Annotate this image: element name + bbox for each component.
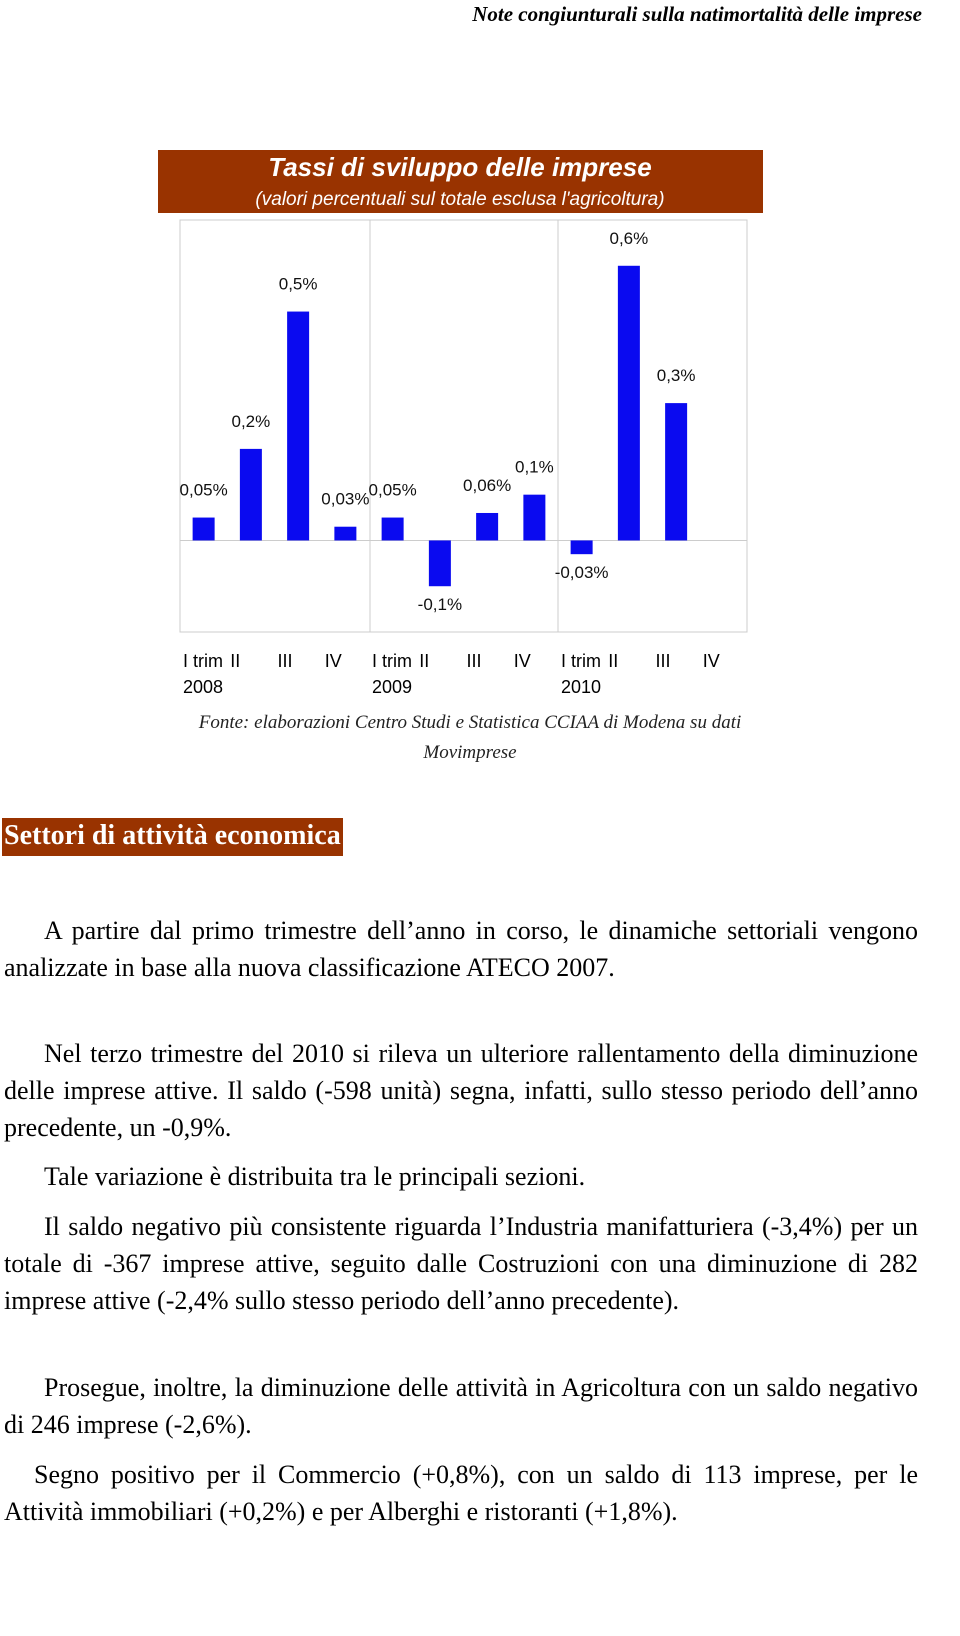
value-label: 0,06% xyxy=(463,476,511,495)
value-label: 0,1% xyxy=(515,458,554,477)
value-label: 0,5% xyxy=(279,275,318,294)
x-tick-label: II xyxy=(230,651,241,671)
bar xyxy=(428,540,451,587)
chart-title: Tassi di sviluppo delle imprese xyxy=(268,152,651,182)
x-tick-label: I trim 2009 xyxy=(372,651,413,697)
value-label: 0,2% xyxy=(232,412,271,431)
x-tick-label: I trim 2010 xyxy=(561,651,602,697)
paragraph: A partire dal primo trimestre dell’anno … xyxy=(4,916,918,982)
value-label: 0,05% xyxy=(369,481,417,500)
paragraph: Tale variazione è distribuita tra le pri… xyxy=(44,1162,586,1191)
paragraph: Segno positivo per il Commercio (+0,8%),… xyxy=(4,1460,918,1526)
x-tick-label: IV xyxy=(702,651,720,671)
paragraph: Prosegue, inoltre, la diminuzione delle … xyxy=(4,1373,918,1439)
x-tick-label: IV xyxy=(324,651,342,671)
paragraph: Nel terzo trimestre del 2010 si rileva u… xyxy=(4,1039,918,1142)
x-tick-label: II xyxy=(419,651,430,671)
x-tick-label: I trim 2008 xyxy=(183,651,224,697)
value-label: -0,03% xyxy=(555,563,609,582)
x-tick-label: III xyxy=(655,651,671,671)
bar xyxy=(570,540,593,555)
chart: Tassi di sviluppo delle imprese (valori … xyxy=(158,150,763,633)
value-label: 0,03% xyxy=(321,490,369,509)
source: Fonte: elaborazioni Centro Studi e Stati… xyxy=(198,712,742,763)
value-label: -0,1% xyxy=(418,595,462,614)
bar xyxy=(287,311,310,541)
value-label: 0,3% xyxy=(657,366,696,385)
paragraph: Il saldo negativo più consistente riguar… xyxy=(4,1212,918,1315)
bar xyxy=(665,403,688,541)
chart-subtitle: (valori percentuali sul totale esclusa l… xyxy=(255,189,664,210)
title-box xyxy=(158,150,763,213)
value-label: 0,05% xyxy=(180,481,228,500)
value-label: 0,6% xyxy=(610,229,649,248)
bar xyxy=(334,526,357,541)
bar xyxy=(617,265,640,541)
bar xyxy=(381,517,404,541)
x-tick-label: III xyxy=(466,651,482,671)
x-tick-label: II xyxy=(608,651,619,671)
bar xyxy=(523,494,546,541)
plot-box xyxy=(179,219,748,633)
header: Note congiunturali sulla natimortalità d… xyxy=(472,2,922,26)
bar xyxy=(239,448,262,541)
bar xyxy=(476,512,499,541)
section-title: Settori di attività economica xyxy=(2,818,343,856)
x-tick-label: III xyxy=(277,651,293,671)
x-tick-label: IV xyxy=(513,651,531,671)
bar xyxy=(192,517,215,541)
